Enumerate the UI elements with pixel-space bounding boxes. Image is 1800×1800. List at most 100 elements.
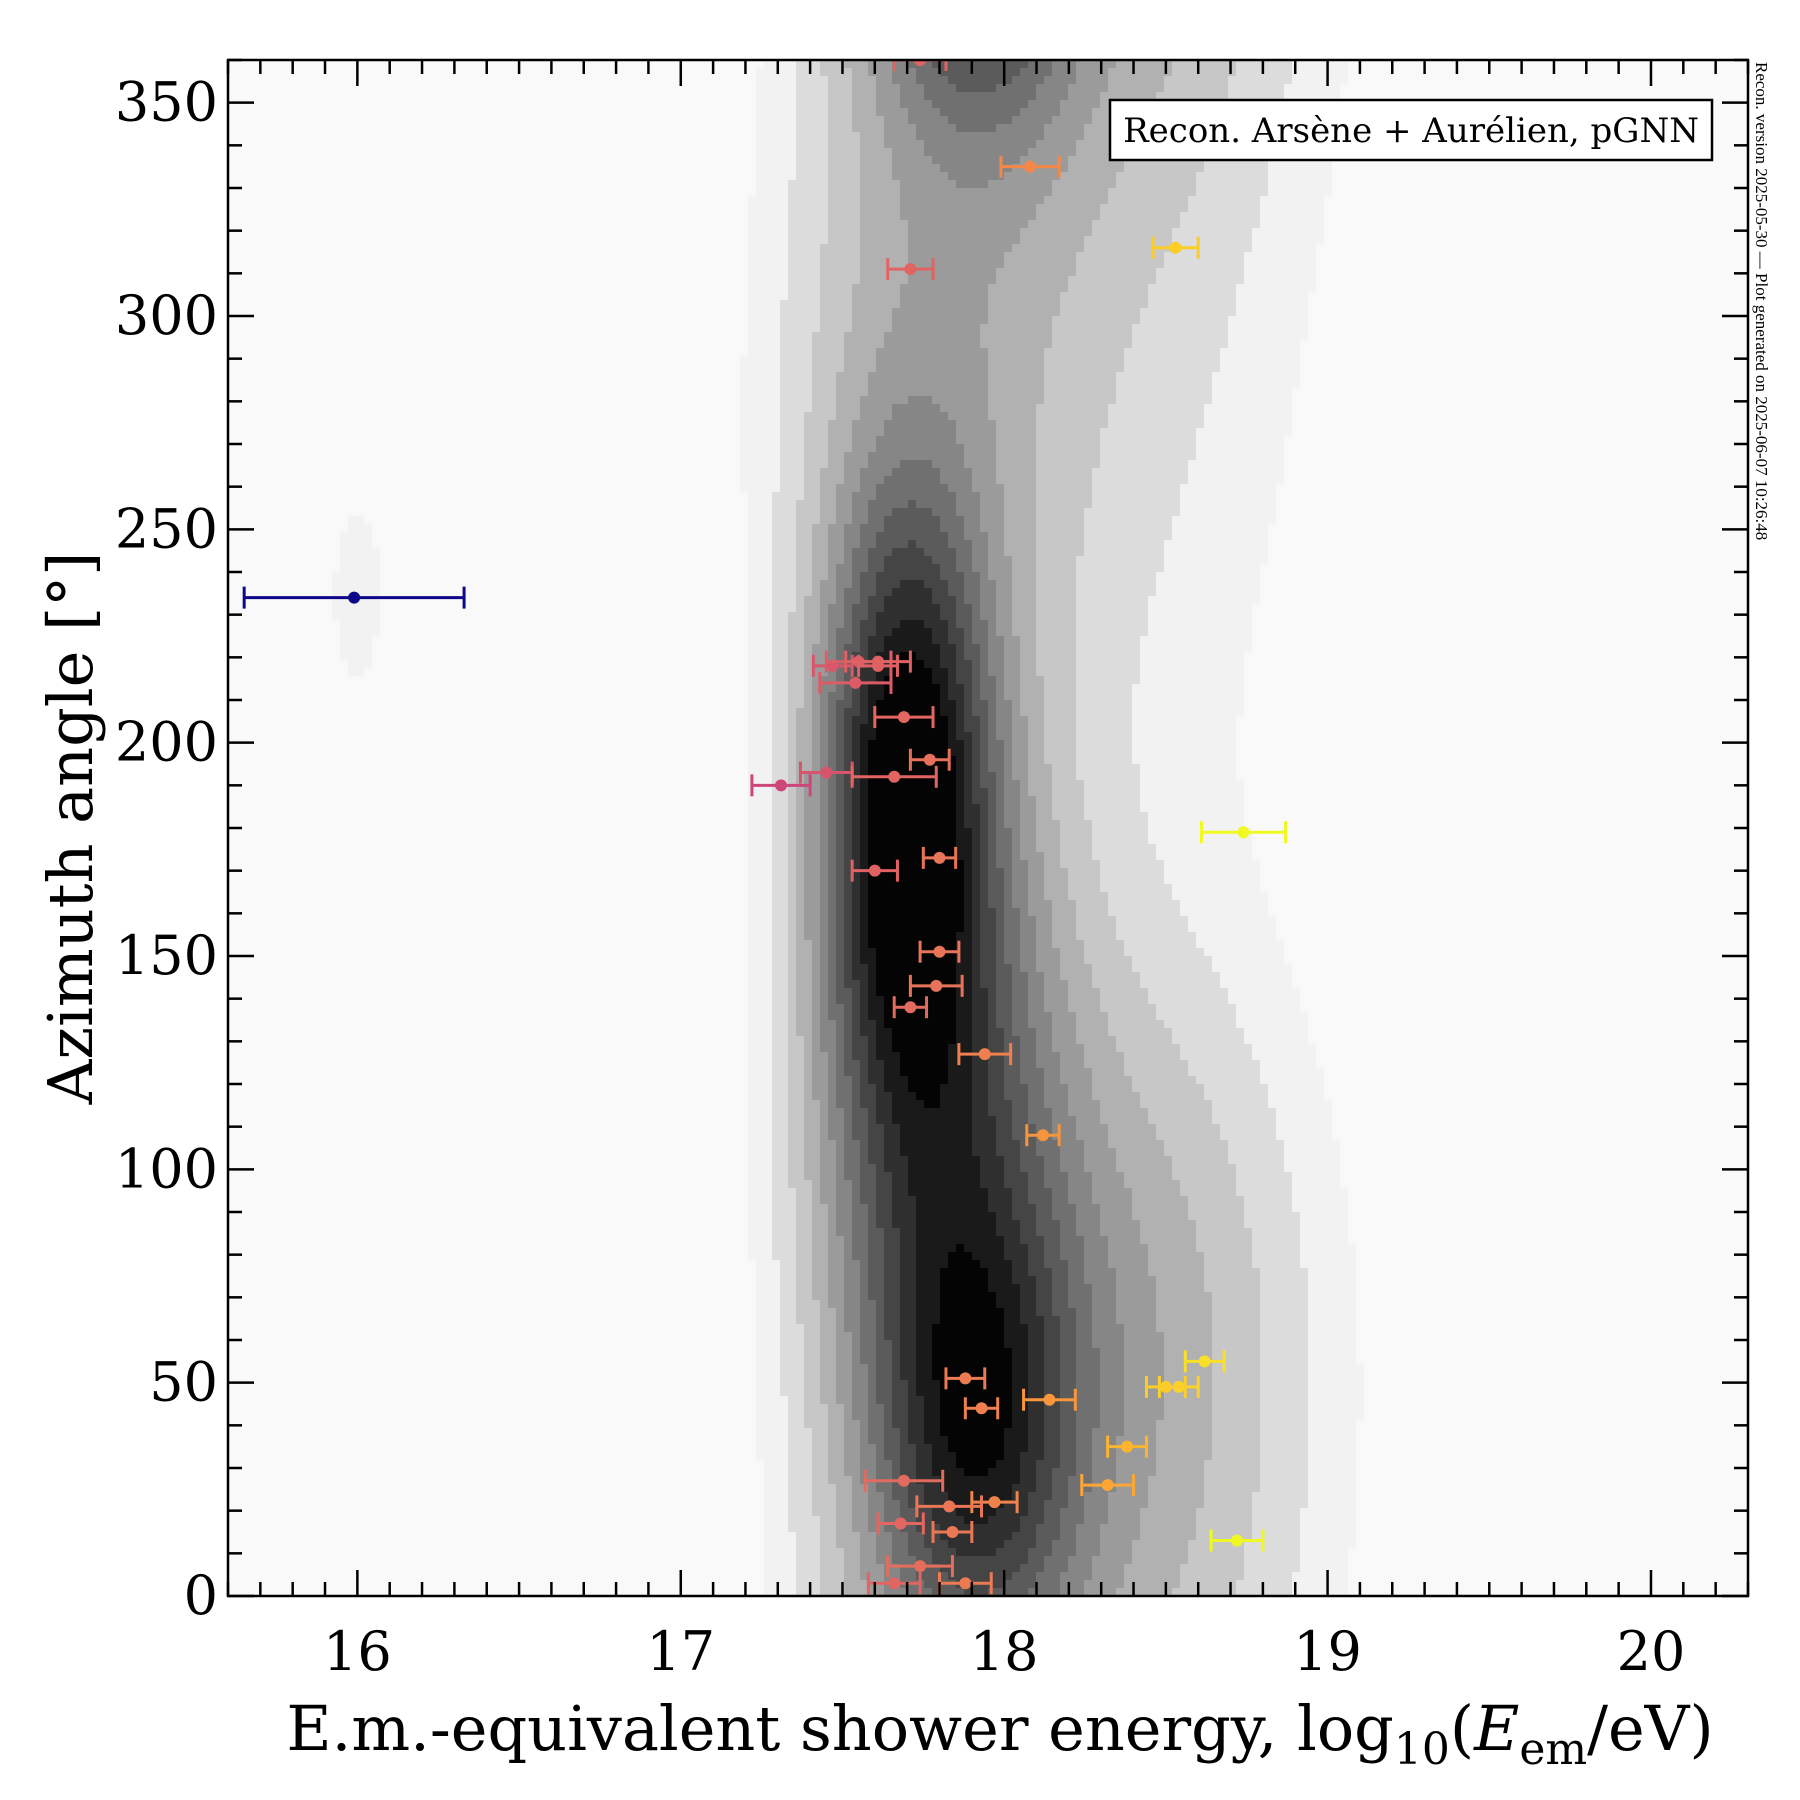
legend: Recon. Arsène + Aurélien, pGNN xyxy=(1108,98,1714,162)
data-point xyxy=(1144,1375,1187,1398)
x-tick-label: 16 xyxy=(323,1620,392,1683)
x-axis-label-var: E xyxy=(1473,1692,1519,1765)
data-point xyxy=(908,748,951,771)
x-axis-label-sub: 10 xyxy=(1394,1724,1450,1775)
y-tick-label: 200 xyxy=(115,711,218,774)
data-point xyxy=(892,60,948,71)
point-marker xyxy=(849,676,862,689)
data-point xyxy=(857,654,899,677)
x-axis-label-prefix: E.m.-equivalent shower energy, log xyxy=(286,1692,1394,1765)
point-marker xyxy=(975,1402,988,1415)
y-tick-label: 100 xyxy=(115,1137,218,1200)
data-point xyxy=(1106,1435,1148,1458)
point-marker xyxy=(1036,1129,1049,1142)
x-axis-label-open: ( xyxy=(1450,1692,1474,1765)
x-tick-label: 19 xyxy=(1293,1620,1362,1683)
point-marker xyxy=(1159,1380,1172,1393)
axis-ticks xyxy=(226,58,1750,1598)
data-point xyxy=(931,1521,974,1543)
y-tick-label: 0 xyxy=(184,1564,218,1627)
point-marker xyxy=(933,851,946,864)
point-marker xyxy=(868,864,881,877)
point-marker xyxy=(904,263,917,276)
point-marker xyxy=(904,1001,917,1014)
point-marker xyxy=(1024,160,1037,173)
point-marker xyxy=(914,60,927,66)
data-point xyxy=(873,706,935,729)
data-point xyxy=(1080,1474,1136,1497)
data-point xyxy=(892,996,929,1019)
point-marker xyxy=(978,1048,991,1061)
point-marker xyxy=(872,659,885,672)
data-point xyxy=(750,774,812,797)
version-note: Recon. version 2025-05-30 — Plot generat… xyxy=(1752,62,1771,540)
contour-level-2 xyxy=(772,60,1308,1596)
data-point xyxy=(963,1397,1000,1420)
y-tick-label: 300 xyxy=(115,284,218,347)
y-tick-label: 250 xyxy=(115,497,218,560)
data-point xyxy=(918,940,961,963)
legend-text: Recon. Arsène + Aurélien, pGNN xyxy=(1123,111,1699,151)
point-marker xyxy=(1121,1440,1134,1453)
data-point xyxy=(886,1555,954,1578)
x-axis-label-var-sub: em xyxy=(1519,1724,1587,1775)
data-point xyxy=(970,1491,1019,1514)
point-marker xyxy=(888,1577,901,1590)
data-point xyxy=(1022,1388,1077,1411)
data-point xyxy=(1151,236,1200,259)
x-tick-labels: 16 17 18 19 20 xyxy=(323,1620,1685,1683)
data-point xyxy=(850,765,938,788)
point-marker xyxy=(897,1474,910,1487)
data-point xyxy=(863,1469,945,1492)
data-point xyxy=(866,1572,922,1595)
y-tick-label: 150 xyxy=(115,924,218,987)
data-point xyxy=(1209,1529,1265,1552)
y-tick-label: 50 xyxy=(149,1351,218,1414)
data-points xyxy=(242,60,1288,1595)
point-marker xyxy=(1169,241,1182,254)
contour-level-10 xyxy=(852,580,1044,1556)
point-marker xyxy=(959,1577,972,1590)
data-point xyxy=(876,1512,925,1535)
point-marker xyxy=(1231,1534,1244,1547)
data-point xyxy=(1199,821,1288,844)
contour-level-3 xyxy=(788,60,1260,1596)
point-marker xyxy=(1101,1479,1114,1492)
y-axis-label: Azimuth angle [°] xyxy=(34,552,107,1106)
y-tick-label: 350 xyxy=(115,71,218,134)
data-point xyxy=(850,859,899,882)
point-marker xyxy=(943,1500,956,1513)
point-marker xyxy=(1043,1393,1056,1406)
point-marker xyxy=(775,779,788,792)
x-tick-label: 20 xyxy=(1617,1620,1686,1683)
point-marker xyxy=(946,1526,959,1538)
point-marker xyxy=(897,711,910,724)
data-point xyxy=(242,586,466,609)
x-tick-label: 17 xyxy=(646,1620,715,1683)
data-point xyxy=(921,846,958,869)
point-marker xyxy=(820,766,833,779)
point-marker xyxy=(1198,1355,1211,1368)
point-marker xyxy=(930,979,943,992)
x-tick-label: 18 xyxy=(970,1620,1039,1683)
x-axis-label: E.m.-equivalent shower energy, log10(Eem… xyxy=(286,1692,1713,1775)
contour-level-9 xyxy=(844,540,1060,1596)
y-tick-labels: 0 50 100 150 200 250 300 350 xyxy=(115,71,218,1627)
data-point xyxy=(818,671,893,694)
legend-box xyxy=(1108,98,1714,162)
point-marker xyxy=(348,591,361,604)
point-marker xyxy=(914,1560,927,1573)
point-marker xyxy=(988,1496,1001,1509)
point-marker xyxy=(923,753,936,766)
point-marker xyxy=(894,1517,907,1530)
contour-level-4 xyxy=(796,60,1212,1596)
point-marker xyxy=(959,1372,972,1385)
contour-level-6 xyxy=(820,60,1124,1596)
point-marker xyxy=(888,770,901,783)
data-point xyxy=(944,1367,987,1390)
data-point xyxy=(886,258,935,281)
data-point xyxy=(1025,1124,1061,1147)
x-axis-label-tail: /eV) xyxy=(1587,1692,1714,1765)
data-point xyxy=(915,1495,984,1518)
